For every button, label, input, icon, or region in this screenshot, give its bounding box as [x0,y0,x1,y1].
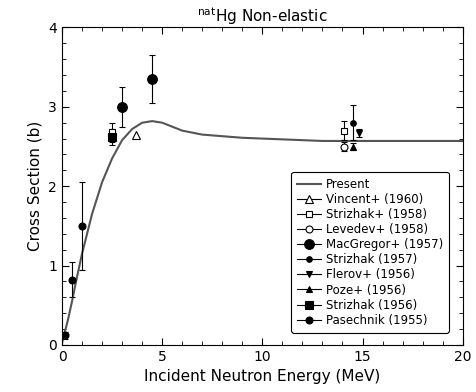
Title: $^{\mathrm{nat}}$Hg Non-elastic: $^{\mathrm{nat}}$Hg Non-elastic [197,5,327,27]
Legend: Present, Vincent+ (1960), Strizhak+ (1958), Levedev+ (1958), MacGregor+ (1957), : Present, Vincent+ (1960), Strizhak+ (195… [291,172,448,333]
X-axis label: Incident Neutron Energy (MeV): Incident Neutron Energy (MeV) [144,369,380,385]
Y-axis label: Cross Section (b): Cross Section (b) [28,121,43,251]
